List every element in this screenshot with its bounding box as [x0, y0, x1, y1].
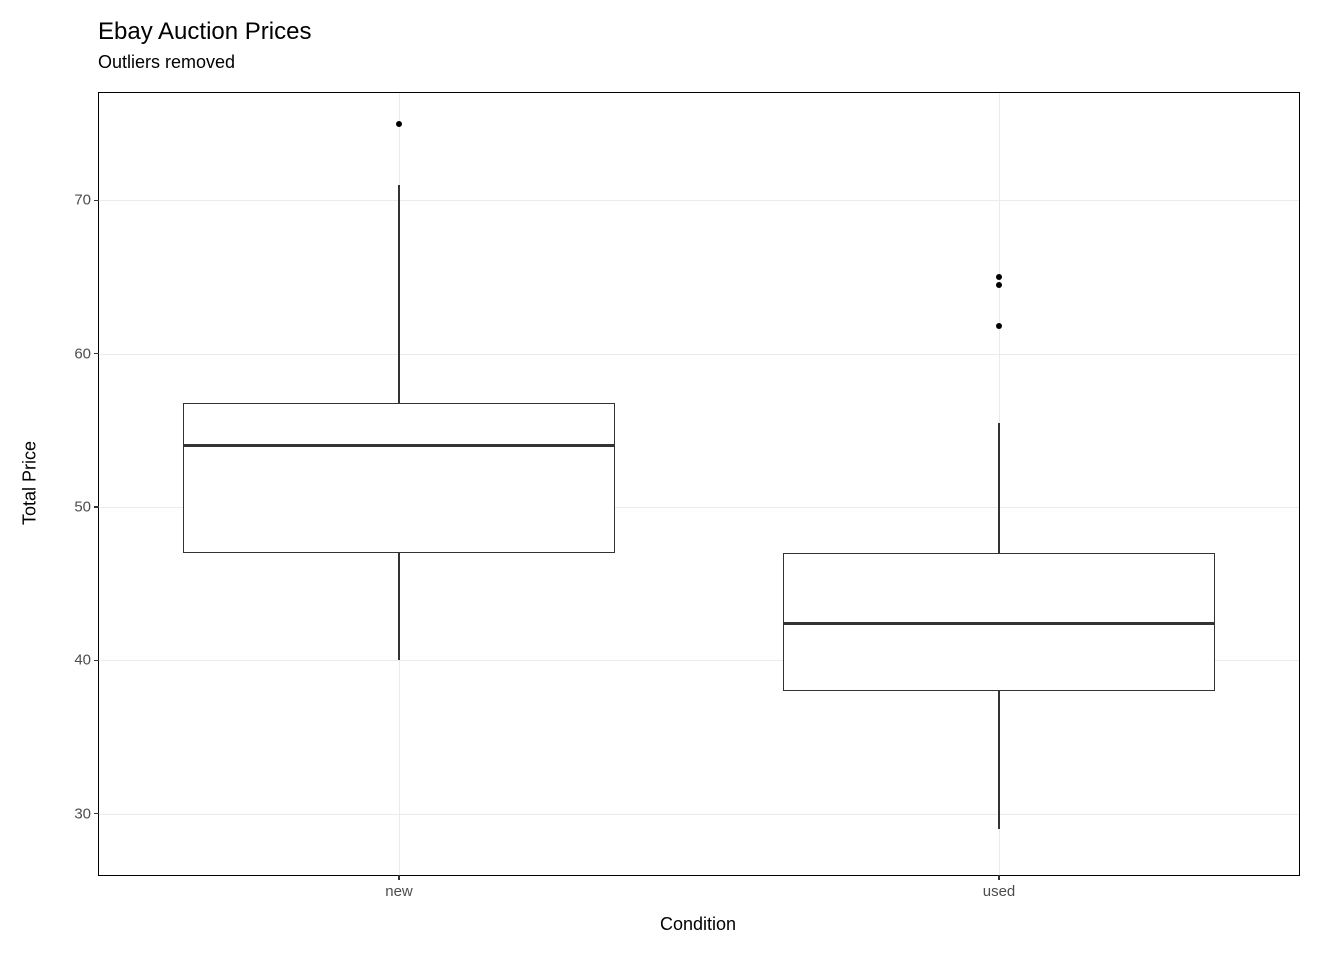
outlier-point [996, 274, 1002, 280]
whisker-lower [398, 553, 399, 660]
outlier-point [996, 282, 1002, 288]
whisker-upper [998, 423, 999, 553]
median-line [183, 444, 615, 447]
y-axis-label: Total Price [20, 441, 41, 525]
whisker-lower [998, 691, 999, 829]
x-axis-label: Condition [660, 914, 736, 935]
gridline-h [99, 200, 1299, 201]
y-tick-label: 50 [74, 499, 99, 516]
gridline-h [99, 354, 1299, 355]
plot-area: 3040506070newused [98, 92, 1300, 876]
whisker-upper [398, 185, 399, 403]
y-tick-label: 30 [74, 805, 99, 822]
median-line [783, 622, 1215, 625]
chart-container: Ebay Auction Prices Outliers removed 304… [0, 0, 1344, 960]
x-tick-label: new [385, 875, 413, 900]
box [183, 403, 615, 553]
chart-title: Ebay Auction Prices [98, 18, 311, 46]
outlier-point [996, 323, 1002, 329]
x-tick-label: used [983, 875, 1016, 900]
chart-subtitle: Outliers removed [98, 52, 235, 73]
y-tick-label: 60 [74, 345, 99, 362]
y-tick-label: 70 [74, 192, 99, 209]
y-tick-label: 40 [74, 652, 99, 669]
gridline-h [99, 814, 1299, 815]
outlier-point [396, 121, 402, 127]
